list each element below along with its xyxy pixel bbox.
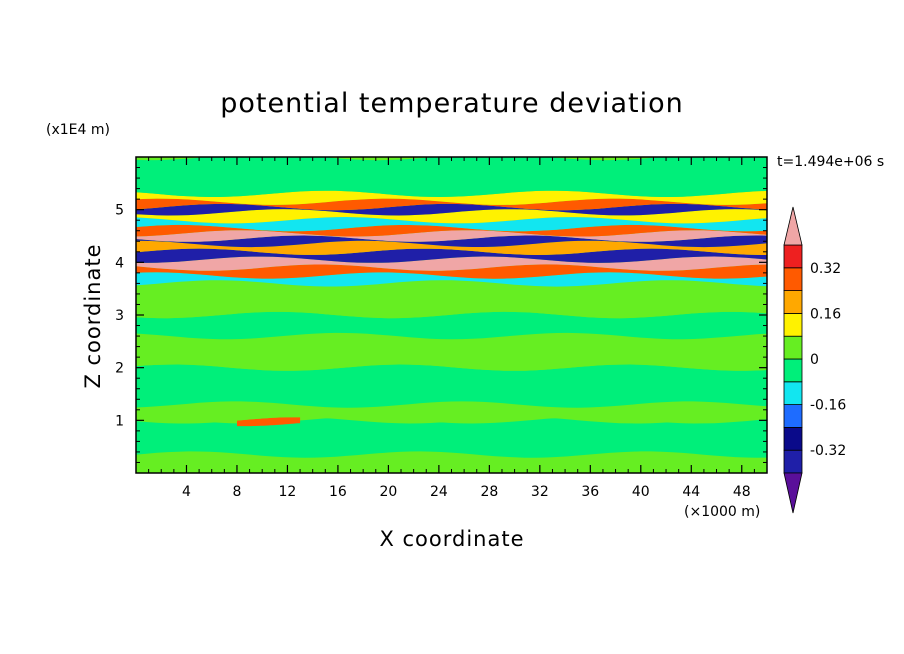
contour-band-15 <box>136 224 767 237</box>
colorbar-segment <box>783 335 803 360</box>
contour-band-3 <box>136 401 767 424</box>
colorbar-segment <box>783 426 803 451</box>
contour-band-11 <box>136 248 767 263</box>
colorbar-segment <box>783 358 803 383</box>
contour-band-0 <box>136 451 767 473</box>
colorbar-segment <box>783 381 803 405</box>
y-units-label: (x1E4 m) <box>46 122 110 138</box>
colorbar-segment <box>783 449 803 474</box>
contour-band-10 <box>136 256 767 271</box>
x-tick-label: 28 <box>480 484 498 500</box>
contour-band-9 <box>136 264 767 279</box>
colorbar-extend-high <box>783 206 803 246</box>
colorbar-label: 0.16 <box>810 306 841 322</box>
y-tick-label: 4 <box>115 255 124 271</box>
colorbar-segment <box>783 312 803 337</box>
colorbar-label: 0.32 <box>810 261 841 277</box>
contour-band-17 <box>136 209 767 224</box>
contour-band-18 <box>136 203 767 216</box>
x-axis-label: X coordinate <box>379 527 524 551</box>
colorbar-segment <box>783 404 803 428</box>
y-tick-label: 5 <box>115 203 124 219</box>
x-tick-label: 32 <box>531 484 549 500</box>
x-tick-label: 4 <box>182 484 191 500</box>
y-tick-label: 3 <box>115 308 124 324</box>
contour-band-1 <box>136 417 767 458</box>
chart-title: potential temperature deviation <box>220 88 683 119</box>
contour-band-19 <box>136 198 767 211</box>
y-tick-label: 2 <box>115 361 124 377</box>
y-tick-label: 1 <box>115 413 124 429</box>
colorbar: 0.32 0.16 0 -0.16 -0.32 <box>783 206 846 514</box>
contour-band-6 <box>136 311 767 340</box>
x-tick-label: 36 <box>581 484 599 500</box>
x-tick-label: 16 <box>329 484 347 500</box>
contour-band-21 <box>136 157 767 197</box>
contour-band-16 <box>136 217 767 232</box>
contour-band-2 <box>237 417 301 427</box>
x-tick-label: 24 <box>430 484 448 500</box>
contour-band-7 <box>136 280 767 319</box>
colorbar-segment <box>783 267 803 291</box>
x-tick-label: 8 <box>232 484 241 500</box>
contour-band-14 <box>136 230 767 242</box>
colorbar-extend-low <box>783 472 803 514</box>
x-tick-label: 40 <box>632 484 650 500</box>
x-tick-label: 44 <box>682 484 700 500</box>
colorbar-label: -0.16 <box>810 398 846 414</box>
contour-band-12 <box>136 240 767 255</box>
x-tick-label: 12 <box>279 484 297 500</box>
time-label: t=1.494e+06 s <box>777 154 884 170</box>
y-axis-label: Z coordinate <box>81 243 105 388</box>
colorbar-label: 0 <box>810 352 819 368</box>
contour-band-8 <box>136 272 767 287</box>
colorbar-label: -0.32 <box>810 443 846 459</box>
contour-band-20 <box>136 190 767 205</box>
contour-band-5 <box>136 332 767 371</box>
colorbar-segment <box>783 290 803 314</box>
x-tick-label: 48 <box>733 484 751 500</box>
x-units-label: (×1000 m) <box>684 504 760 520</box>
contour-band-13 <box>136 235 767 248</box>
x-tick-label: 20 <box>379 484 397 500</box>
contour-band-4 <box>136 364 767 408</box>
plot-area <box>136 157 767 473</box>
colorbar-segment <box>783 244 803 269</box>
